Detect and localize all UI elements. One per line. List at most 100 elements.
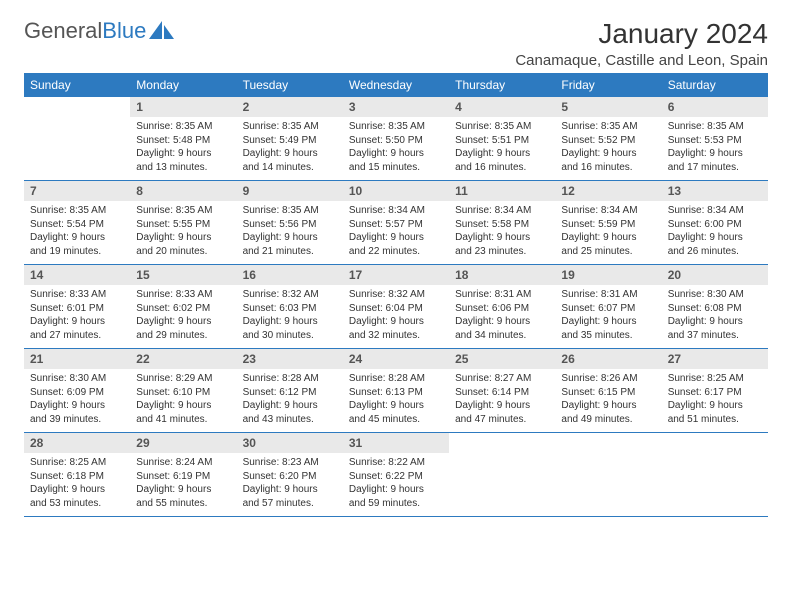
day-details: Sunrise: 8:35 AMSunset: 5:54 PMDaylight:…: [24, 201, 130, 264]
location: Canamaque, Castille and Leon, Spain: [515, 52, 768, 69]
calendar-body: 1Sunrise: 8:35 AMSunset: 5:48 PMDaylight…: [24, 97, 768, 517]
weekday-header: Sunday: [24, 73, 130, 97]
day-details: Sunrise: 8:30 AMSunset: 6:08 PMDaylight:…: [662, 285, 768, 348]
day-details: Sunrise: 8:29 AMSunset: 6:10 PMDaylight:…: [130, 369, 236, 432]
calendar-cell: 10Sunrise: 8:34 AMSunset: 5:57 PMDayligh…: [343, 181, 449, 265]
weekday-header: Monday: [130, 73, 236, 97]
day-details: Sunrise: 8:33 AMSunset: 6:01 PMDaylight:…: [24, 285, 130, 348]
day-details: Sunrise: 8:33 AMSunset: 6:02 PMDaylight:…: [130, 285, 236, 348]
day-number: 2: [237, 97, 343, 117]
calendar-cell: 14Sunrise: 8:33 AMSunset: 6:01 PMDayligh…: [24, 265, 130, 349]
calendar-cell: 30Sunrise: 8:23 AMSunset: 6:20 PMDayligh…: [237, 433, 343, 517]
weekday-header: Friday: [555, 73, 661, 97]
day-number: 5: [555, 97, 661, 117]
calendar-cell: 5Sunrise: 8:35 AMSunset: 5:52 PMDaylight…: [555, 97, 661, 181]
day-details: Sunrise: 8:23 AMSunset: 6:20 PMDaylight:…: [237, 453, 343, 516]
day-number: 30: [237, 433, 343, 453]
calendar-cell: 16Sunrise: 8:32 AMSunset: 6:03 PMDayligh…: [237, 265, 343, 349]
day-details: Sunrise: 8:35 AMSunset: 5:52 PMDaylight:…: [555, 117, 661, 180]
day-details: Sunrise: 8:32 AMSunset: 6:04 PMDaylight:…: [343, 285, 449, 348]
calendar-cell: [24, 97, 130, 181]
day-details: Sunrise: 8:35 AMSunset: 5:53 PMDaylight:…: [662, 117, 768, 180]
day-number: 13: [662, 181, 768, 201]
day-number: 6: [662, 97, 768, 117]
day-number: 31: [343, 433, 449, 453]
calendar-cell: 26Sunrise: 8:26 AMSunset: 6:15 PMDayligh…: [555, 349, 661, 433]
calendar-cell: 21Sunrise: 8:30 AMSunset: 6:09 PMDayligh…: [24, 349, 130, 433]
logo-sail-icon: [149, 21, 175, 41]
calendar-cell: 15Sunrise: 8:33 AMSunset: 6:02 PMDayligh…: [130, 265, 236, 349]
day-number: 9: [237, 181, 343, 201]
day-details: Sunrise: 8:25 AMSunset: 6:17 PMDaylight:…: [662, 369, 768, 432]
calendar-cell: 31Sunrise: 8:22 AMSunset: 6:22 PMDayligh…: [343, 433, 449, 517]
month-title: January 2024: [515, 18, 768, 50]
logo: GeneralBlue: [24, 18, 175, 44]
calendar-cell: 2Sunrise: 8:35 AMSunset: 5:49 PMDaylight…: [237, 97, 343, 181]
day-number: 20: [662, 265, 768, 285]
calendar-cell: 25Sunrise: 8:27 AMSunset: 6:14 PMDayligh…: [449, 349, 555, 433]
calendar-cell: [449, 433, 555, 517]
day-number: 19: [555, 265, 661, 285]
calendar-cell: 11Sunrise: 8:34 AMSunset: 5:58 PMDayligh…: [449, 181, 555, 265]
day-details: Sunrise: 8:26 AMSunset: 6:15 PMDaylight:…: [555, 369, 661, 432]
calendar-week-row: 14Sunrise: 8:33 AMSunset: 6:01 PMDayligh…: [24, 265, 768, 349]
calendar-cell: [555, 433, 661, 517]
calendar-week-row: 21Sunrise: 8:30 AMSunset: 6:09 PMDayligh…: [24, 349, 768, 433]
calendar-cell: 29Sunrise: 8:24 AMSunset: 6:19 PMDayligh…: [130, 433, 236, 517]
calendar-cell: 17Sunrise: 8:32 AMSunset: 6:04 PMDayligh…: [343, 265, 449, 349]
day-number: 10: [343, 181, 449, 201]
day-details: Sunrise: 8:35 AMSunset: 5:56 PMDaylight:…: [237, 201, 343, 264]
day-number: 17: [343, 265, 449, 285]
day-details: Sunrise: 8:35 AMSunset: 5:49 PMDaylight:…: [237, 117, 343, 180]
day-details: Sunrise: 8:24 AMSunset: 6:19 PMDaylight:…: [130, 453, 236, 516]
calendar-cell: 4Sunrise: 8:35 AMSunset: 5:51 PMDaylight…: [449, 97, 555, 181]
calendar-page: GeneralBlue January 2024 Canamaque, Cast…: [0, 0, 792, 535]
day-number: 18: [449, 265, 555, 285]
calendar-cell: 9Sunrise: 8:35 AMSunset: 5:56 PMDaylight…: [237, 181, 343, 265]
day-details: Sunrise: 8:34 AMSunset: 5:57 PMDaylight:…: [343, 201, 449, 264]
day-details: Sunrise: 8:27 AMSunset: 6:14 PMDaylight:…: [449, 369, 555, 432]
day-details: Sunrise: 8:22 AMSunset: 6:22 PMDaylight:…: [343, 453, 449, 516]
day-number: 8: [130, 181, 236, 201]
weekday-header: Saturday: [662, 73, 768, 97]
calendar-week-row: 7Sunrise: 8:35 AMSunset: 5:54 PMDaylight…: [24, 181, 768, 265]
day-number: 16: [237, 265, 343, 285]
day-details: Sunrise: 8:28 AMSunset: 6:13 PMDaylight:…: [343, 369, 449, 432]
day-details: Sunrise: 8:32 AMSunset: 6:03 PMDaylight:…: [237, 285, 343, 348]
day-number: 29: [130, 433, 236, 453]
day-details: Sunrise: 8:34 AMSunset: 6:00 PMDaylight:…: [662, 201, 768, 264]
calendar-cell: 20Sunrise: 8:30 AMSunset: 6:08 PMDayligh…: [662, 265, 768, 349]
day-number: 26: [555, 349, 661, 369]
calendar-week-row: 1Sunrise: 8:35 AMSunset: 5:48 PMDaylight…: [24, 97, 768, 181]
calendar-cell: 8Sunrise: 8:35 AMSunset: 5:55 PMDaylight…: [130, 181, 236, 265]
day-number: 7: [24, 181, 130, 201]
day-number: 21: [24, 349, 130, 369]
day-number: 24: [343, 349, 449, 369]
calendar-cell: 22Sunrise: 8:29 AMSunset: 6:10 PMDayligh…: [130, 349, 236, 433]
day-number: 27: [662, 349, 768, 369]
logo-text-1: General: [24, 18, 102, 44]
day-details: Sunrise: 8:25 AMSunset: 6:18 PMDaylight:…: [24, 453, 130, 516]
day-details: Sunrise: 8:31 AMSunset: 6:07 PMDaylight:…: [555, 285, 661, 348]
weekday-header: Thursday: [449, 73, 555, 97]
day-details: Sunrise: 8:30 AMSunset: 6:09 PMDaylight:…: [24, 369, 130, 432]
day-number: 11: [449, 181, 555, 201]
day-number: 3: [343, 97, 449, 117]
day-number: 12: [555, 181, 661, 201]
day-details: Sunrise: 8:34 AMSunset: 5:59 PMDaylight:…: [555, 201, 661, 264]
calendar-cell: 24Sunrise: 8:28 AMSunset: 6:13 PMDayligh…: [343, 349, 449, 433]
day-details: Sunrise: 8:35 AMSunset: 5:48 PMDaylight:…: [130, 117, 236, 180]
day-number: 22: [130, 349, 236, 369]
calendar-cell: 23Sunrise: 8:28 AMSunset: 6:12 PMDayligh…: [237, 349, 343, 433]
calendar-cell: 7Sunrise: 8:35 AMSunset: 5:54 PMDaylight…: [24, 181, 130, 265]
day-details: Sunrise: 8:35 AMSunset: 5:51 PMDaylight:…: [449, 117, 555, 180]
day-number: 25: [449, 349, 555, 369]
day-number: 23: [237, 349, 343, 369]
day-details: Sunrise: 8:28 AMSunset: 6:12 PMDaylight:…: [237, 369, 343, 432]
calendar-cell: 27Sunrise: 8:25 AMSunset: 6:17 PMDayligh…: [662, 349, 768, 433]
calendar-cell: 18Sunrise: 8:31 AMSunset: 6:06 PMDayligh…: [449, 265, 555, 349]
title-block: January 2024 Canamaque, Castille and Leo…: [515, 18, 768, 69]
calendar-cell: [662, 433, 768, 517]
day-details: Sunrise: 8:35 AMSunset: 5:55 PMDaylight:…: [130, 201, 236, 264]
day-details: Sunrise: 8:31 AMSunset: 6:06 PMDaylight:…: [449, 285, 555, 348]
